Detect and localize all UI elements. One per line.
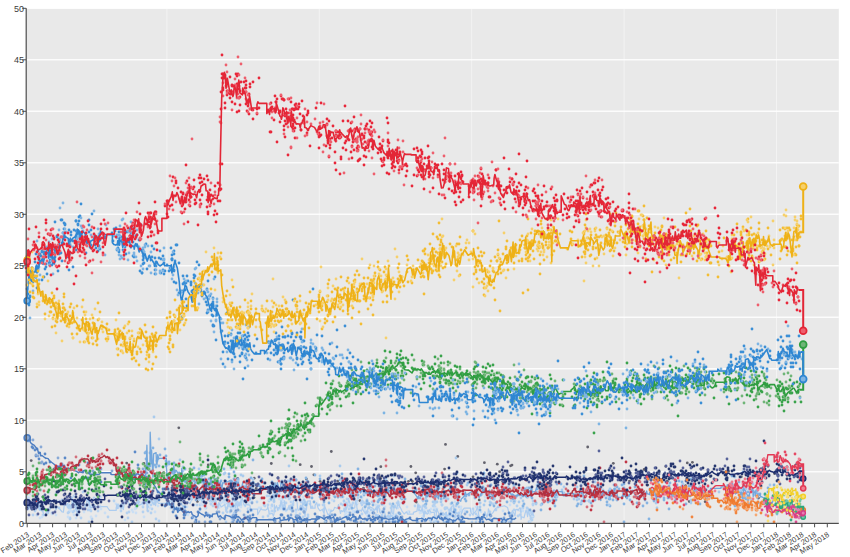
- svg-text:35: 35: [14, 158, 24, 168]
- svg-text:5: 5: [19, 467, 24, 477]
- svg-text:30: 30: [14, 210, 24, 220]
- svg-text:25: 25: [14, 261, 24, 271]
- svg-text:15: 15: [14, 364, 24, 374]
- svg-text:0: 0: [19, 519, 24, 529]
- svg-text:50: 50: [14, 4, 24, 14]
- svg-text:45: 45: [14, 55, 24, 65]
- svg-text:40: 40: [14, 107, 24, 117]
- svg-text:10: 10: [14, 416, 24, 426]
- svg-text:20: 20: [14, 313, 24, 323]
